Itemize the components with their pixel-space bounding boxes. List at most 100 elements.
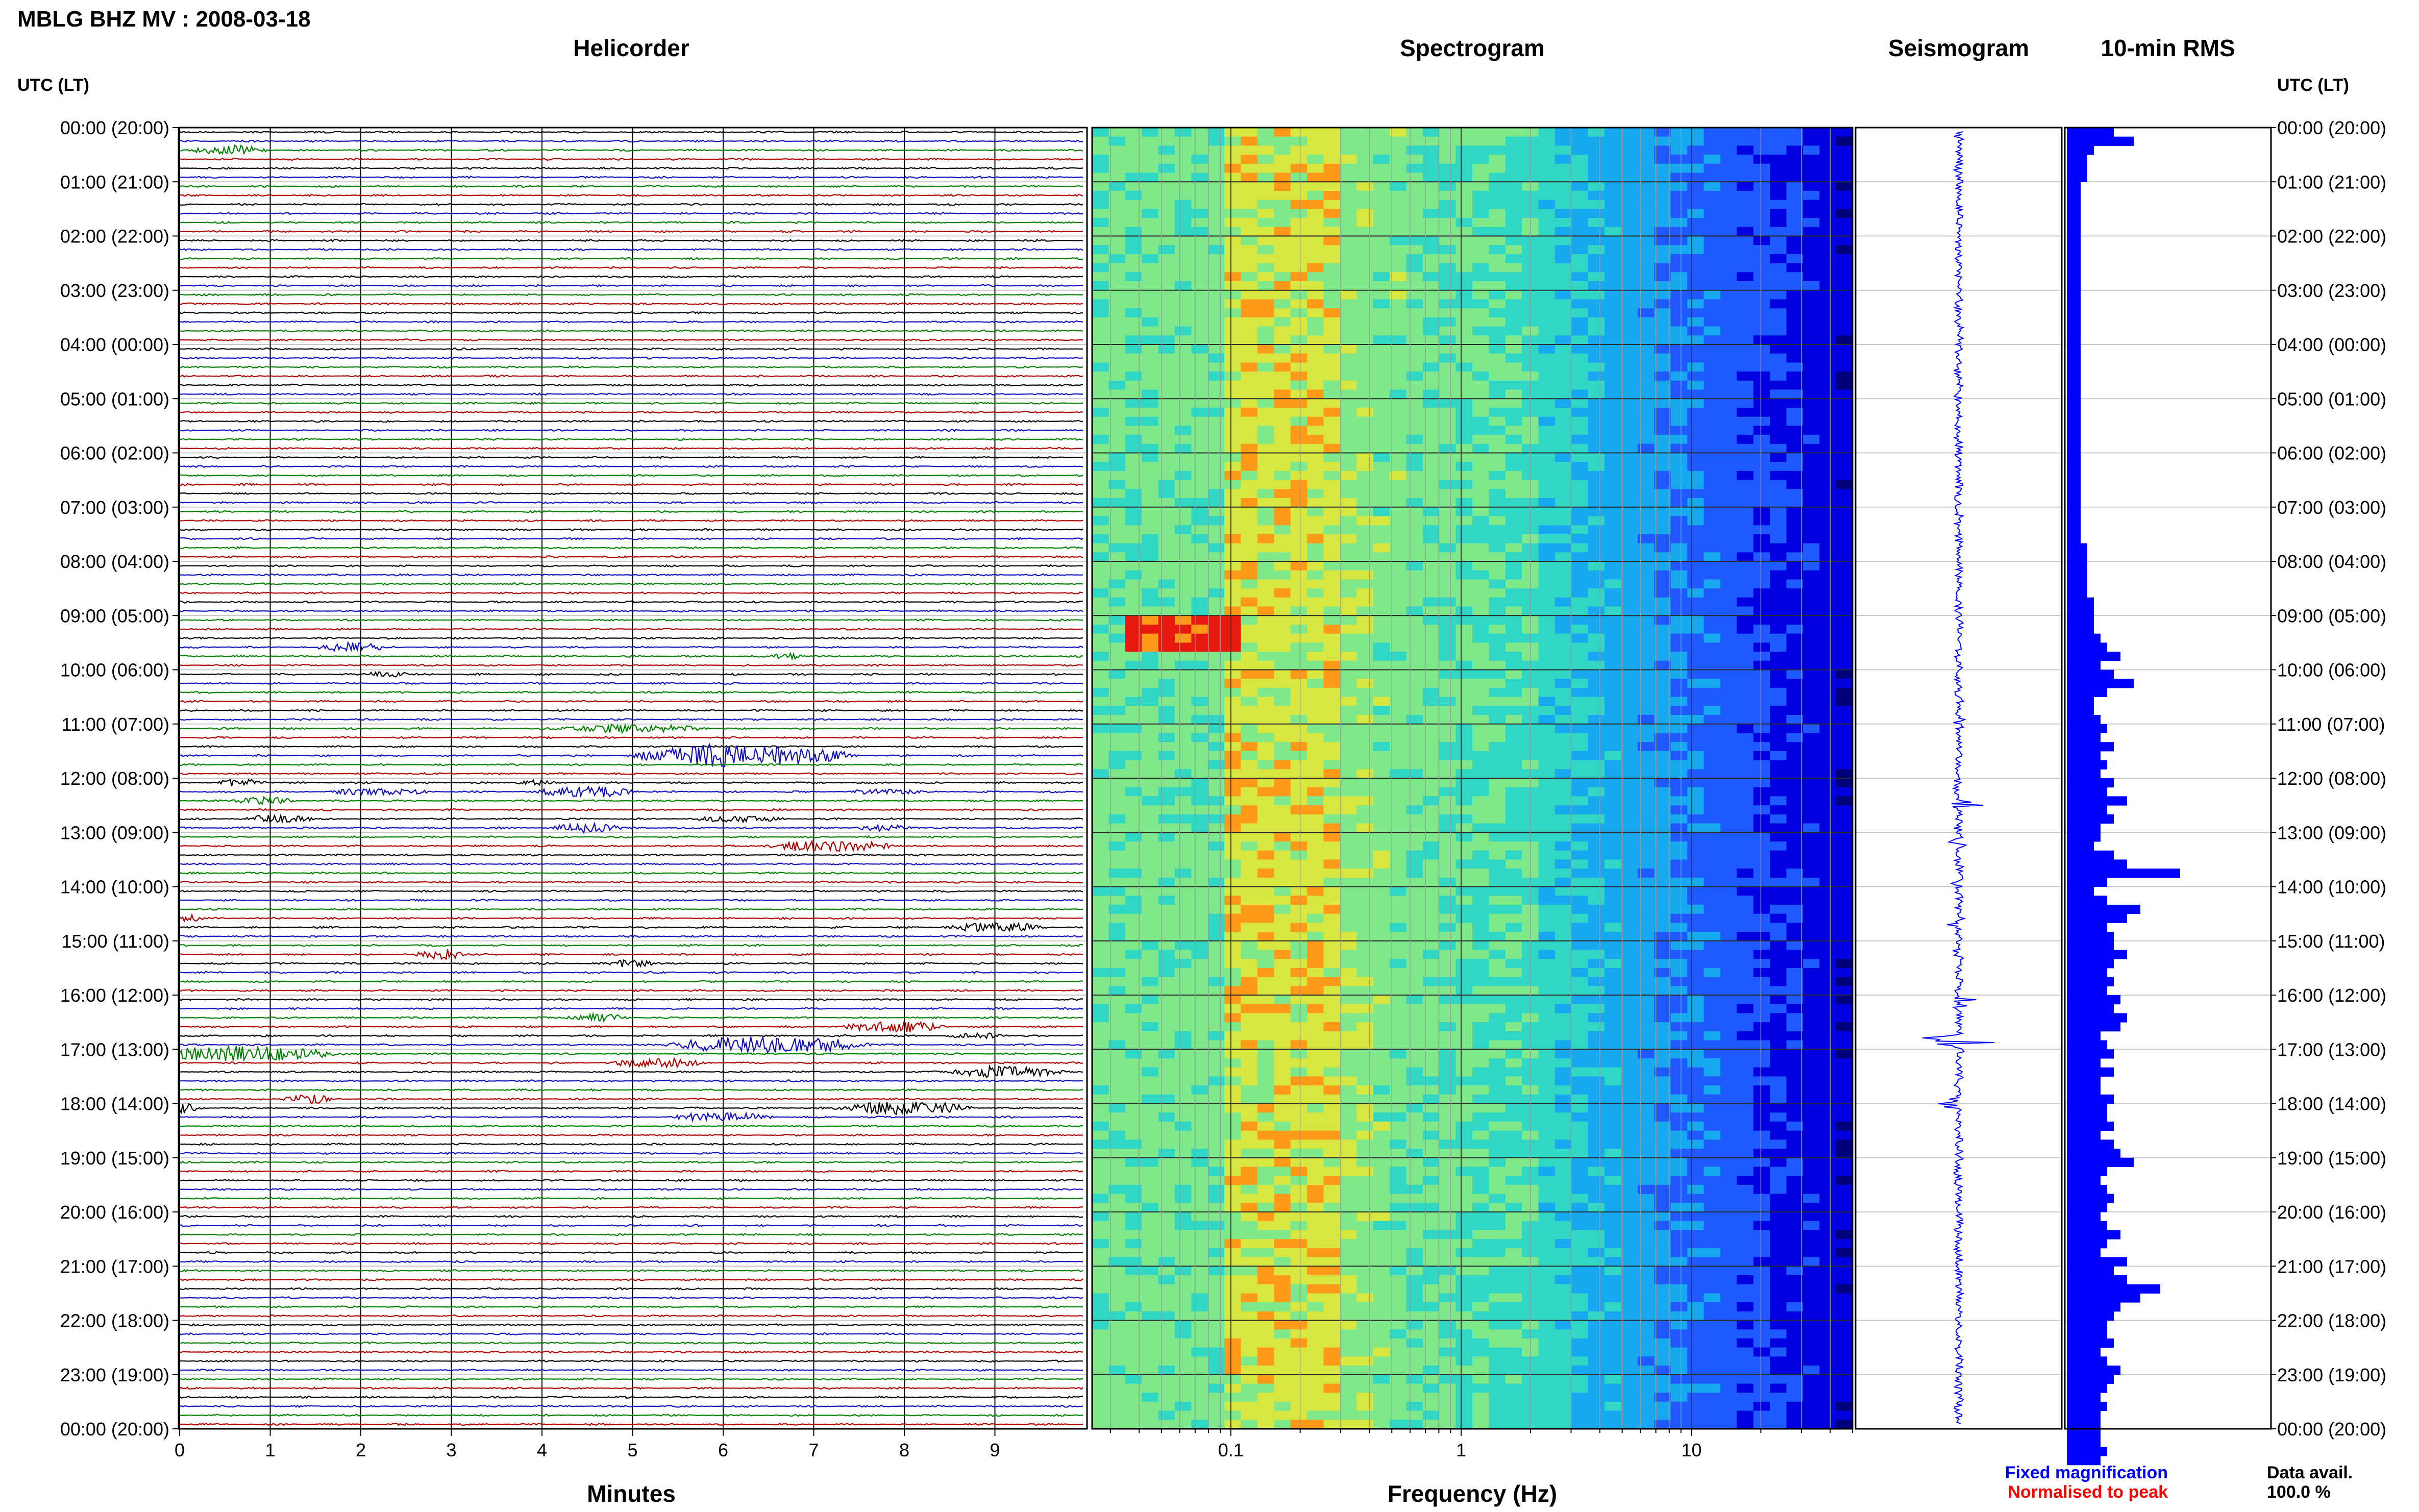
spectrogram-cell bbox=[1207, 200, 1225, 209]
spectrogram-cell bbox=[1340, 1004, 1357, 1013]
spectrogram-cell bbox=[1737, 218, 1754, 228]
spectrogram-cell bbox=[1323, 1004, 1341, 1013]
spectrogram-cell bbox=[1836, 588, 1853, 598]
spectrogram-cell bbox=[1720, 995, 1737, 1005]
spectrogram-cell bbox=[1257, 1022, 1274, 1032]
spectrogram-cell bbox=[1538, 597, 1556, 607]
spectrogram-cell bbox=[1803, 480, 1820, 489]
spectrogram-cell bbox=[1274, 380, 1291, 390]
spectrogram-cell bbox=[1406, 182, 1423, 191]
spectrogram-cell bbox=[1373, 399, 1390, 408]
spectrogram-cell bbox=[1406, 606, 1423, 616]
spectrogram-cell bbox=[1274, 778, 1291, 788]
spectrogram-cell bbox=[1406, 218, 1423, 228]
spectrogram-cell bbox=[1142, 940, 1159, 951]
spectrogram-cell bbox=[1373, 859, 1390, 869]
spectrogram-cell bbox=[1803, 1040, 1820, 1050]
spectrogram-cell bbox=[1654, 904, 1671, 914]
spectrogram-cell bbox=[1390, 380, 1406, 390]
spectrogram-cell bbox=[1786, 733, 1804, 742]
spectrogram-cell bbox=[1605, 218, 1622, 228]
spectrogram-cell bbox=[1373, 1031, 1390, 1041]
spectrogram-cell bbox=[1290, 480, 1307, 489]
spectrogram-cell bbox=[1340, 227, 1357, 237]
spectrogram-cell bbox=[1770, 1031, 1787, 1041]
spectrogram-cell bbox=[1605, 254, 1622, 264]
helicorder-trace bbox=[179, 745, 1083, 749]
spectrogram-cell bbox=[1373, 606, 1390, 616]
spectrogram-cell bbox=[1538, 778, 1556, 788]
spectrogram-cell bbox=[1390, 1022, 1406, 1032]
spectrogram-cell bbox=[1142, 796, 1159, 806]
spectrogram-cell bbox=[1720, 128, 1737, 137]
spectrogram-cell bbox=[1637, 932, 1655, 941]
spectrogram-cell bbox=[1605, 706, 1622, 715]
spectrogram-cell bbox=[1770, 796, 1787, 806]
spectrogram-cell bbox=[1224, 480, 1242, 489]
spectrogram-cell bbox=[1307, 408, 1324, 417]
spectrogram-cell bbox=[1191, 1031, 1208, 1041]
spectrogram-cell bbox=[1720, 399, 1737, 408]
spectrogram-cell bbox=[1290, 435, 1307, 444]
spectrogram-cell bbox=[1323, 489, 1341, 499]
spectrogram-cell bbox=[1125, 172, 1142, 182]
spectrogram-cell bbox=[1538, 534, 1556, 544]
spectrogram-cell bbox=[1637, 462, 1655, 472]
spectrogram-cell bbox=[1737, 606, 1754, 616]
spectrogram-cell bbox=[1356, 1022, 1374, 1032]
helicorder-trace bbox=[179, 1404, 1083, 1408]
spectrogram-cell bbox=[1687, 940, 1705, 951]
spectrogram-cell bbox=[1422, 145, 1440, 155]
spectrogram-cell bbox=[1373, 480, 1390, 489]
spectrogram-cell bbox=[1323, 290, 1341, 300]
helicorder-trace bbox=[179, 907, 1083, 911]
spectrogram-cell bbox=[1373, 128, 1390, 137]
spectrogram-cell bbox=[1108, 462, 1126, 472]
spectrogram-cell bbox=[1224, 913, 1242, 923]
spectrogram-cell bbox=[1571, 516, 1589, 526]
spectrogram-cell bbox=[1455, 462, 1473, 472]
spectrogram-cell bbox=[1142, 200, 1159, 209]
spectrogram-cell bbox=[1290, 128, 1307, 137]
spectrogram-cell bbox=[1191, 507, 1208, 517]
spectrogram-cell bbox=[1323, 480, 1341, 489]
spectrogram-cell bbox=[1274, 724, 1291, 734]
spectrogram-cell bbox=[1836, 986, 1853, 996]
spectrogram-cell bbox=[1406, 1049, 1423, 1059]
spectrogram-cell bbox=[1472, 443, 1489, 454]
spectrogram-cell bbox=[1125, 832, 1142, 842]
spectrogram-cell bbox=[1406, 913, 1423, 923]
spectrogram-cell bbox=[1390, 805, 1406, 815]
spectrogram-cell bbox=[1555, 399, 1572, 408]
spectrogram-cell bbox=[1422, 697, 1440, 706]
spectrogram-cell bbox=[1191, 977, 1208, 986]
spectrogram-cell bbox=[1241, 470, 1258, 481]
spectrogram-cell bbox=[1770, 869, 1787, 878]
spectrogram-cell bbox=[1125, 823, 1142, 833]
spectrogram-cell bbox=[1538, 552, 1556, 562]
spectrogram-cell bbox=[1224, 1013, 1242, 1023]
spectrogram-cell bbox=[1605, 389, 1622, 399]
spectrogram-cell bbox=[1191, 1049, 1208, 1059]
spectrogram-cell bbox=[1356, 932, 1374, 941]
spectrogram-cell bbox=[1819, 408, 1837, 417]
spectrogram-cell bbox=[1472, 787, 1489, 797]
spectrogram-cell bbox=[1356, 254, 1374, 264]
spectrogram-cell bbox=[1455, 209, 1473, 218]
spectrogram-cell bbox=[1175, 254, 1192, 264]
spectrogram-cell bbox=[1704, 399, 1721, 408]
spectrogram-cell bbox=[1340, 832, 1357, 842]
spectrogram-cell bbox=[1472, 1067, 1489, 1077]
spectrogram-cell bbox=[1637, 977, 1655, 986]
spectrogram-cell bbox=[1224, 977, 1242, 986]
spectrogram-cell bbox=[1125, 317, 1142, 327]
spectrogram-cell bbox=[1125, 1004, 1142, 1013]
spectrogram-cell bbox=[1274, 859, 1291, 869]
spectrogram-cell bbox=[1142, 579, 1159, 589]
spectrogram-cell bbox=[1373, 245, 1390, 255]
spectrogram-cell bbox=[1125, 588, 1142, 598]
spectrogram-cell bbox=[1621, 588, 1638, 598]
spectrogram-cell bbox=[1704, 416, 1721, 426]
spectrogram-cell bbox=[1092, 823, 1109, 833]
spectrogram-cell bbox=[1505, 290, 1522, 300]
